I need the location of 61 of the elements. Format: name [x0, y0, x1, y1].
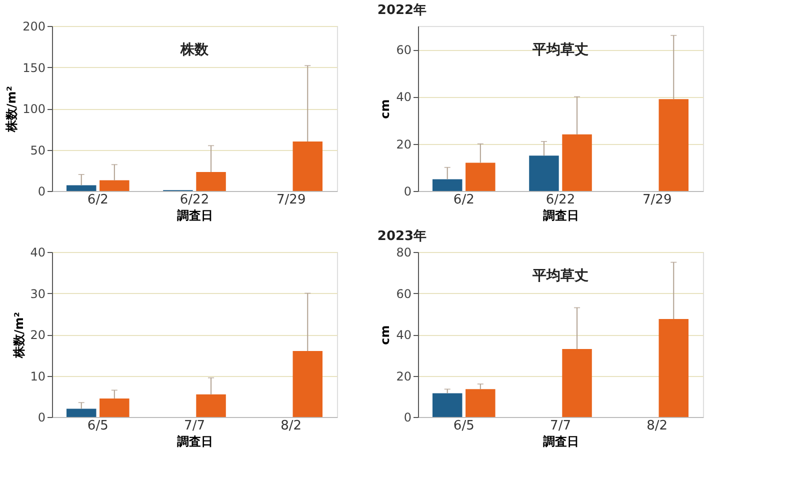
y-tick-label: 20 — [396, 369, 412, 384]
bar — [100, 180, 130, 191]
y-axis-title: cm — [378, 99, 392, 119]
bar — [66, 185, 96, 191]
y-tick-label: 40 — [30, 246, 46, 260]
text: 株数 — [180, 42, 210, 58]
bar — [432, 179, 462, 191]
x-tick-label: 7/7 — [550, 418, 571, 434]
y-tick-label: 100 — [22, 102, 46, 116]
x-tick-label: 6/22 — [180, 192, 210, 208]
text: 平均草丈 — [532, 268, 588, 284]
bar — [100, 398, 130, 417]
bar — [658, 319, 689, 417]
x-tick-label: 7/29 — [642, 192, 672, 208]
bar — [432, 393, 462, 417]
y-tick-label: 20 — [30, 328, 46, 342]
bar — [292, 142, 323, 191]
y-tick-label: 0 — [38, 410, 46, 424]
x-axis-title: 調査日 — [542, 434, 579, 448]
x-tick-label: 6/5 — [87, 418, 108, 434]
y-tick-label: 50 — [30, 143, 46, 158]
text: 2023年 — [377, 229, 427, 244]
x-axis-title: 調査日 — [176, 208, 213, 222]
y-tick-label: 0 — [404, 184, 412, 198]
x-axis-title: 調査日 — [542, 208, 579, 222]
x-tick-label: 6/5 — [453, 418, 474, 434]
bar — [466, 389, 496, 417]
y-axis-title: 株数/m² — [12, 312, 26, 360]
x-tick-label: 6/2 — [453, 192, 474, 208]
x-tick-label: 6/2 — [87, 192, 108, 208]
x-tick-label: 7/29 — [276, 192, 306, 208]
y-tick-label: 200 — [22, 20, 46, 34]
y-tick-label: 40 — [396, 328, 412, 342]
bar — [658, 99, 689, 191]
x-tick-label: 6/22 — [546, 192, 576, 208]
bar — [466, 162, 496, 191]
x-tick-label: 8/2 — [646, 418, 668, 434]
bar — [196, 394, 226, 417]
y-tick-label: 80 — [396, 246, 412, 260]
y-tick-label: 0 — [38, 184, 46, 198]
y-axis-title: cm — [378, 325, 392, 345]
x-axis-title: 調査日 — [176, 434, 213, 448]
x-tick-label: 7/7 — [184, 418, 205, 434]
bar — [562, 348, 592, 417]
y-tick-label: 0 — [404, 410, 412, 424]
text: 2022年 — [377, 3, 427, 18]
bar — [292, 351, 323, 417]
bar — [562, 134, 592, 191]
y-tick-label: 60 — [396, 43, 412, 58]
bar — [196, 172, 226, 191]
x-tick-label: 8/2 — [280, 418, 302, 434]
y-axis-title: 株数/m² — [4, 86, 19, 134]
bar — [529, 156, 559, 191]
bar — [66, 408, 96, 417]
y-tick-label: 30 — [30, 286, 46, 301]
y-tick-label: 40 — [396, 90, 412, 104]
y-tick-label: 150 — [22, 60, 46, 75]
y-tick-label: 20 — [396, 137, 412, 152]
text: 平均草丈 — [532, 42, 588, 58]
y-tick-label: 60 — [396, 286, 412, 301]
y-tick-label: 10 — [30, 369, 46, 384]
